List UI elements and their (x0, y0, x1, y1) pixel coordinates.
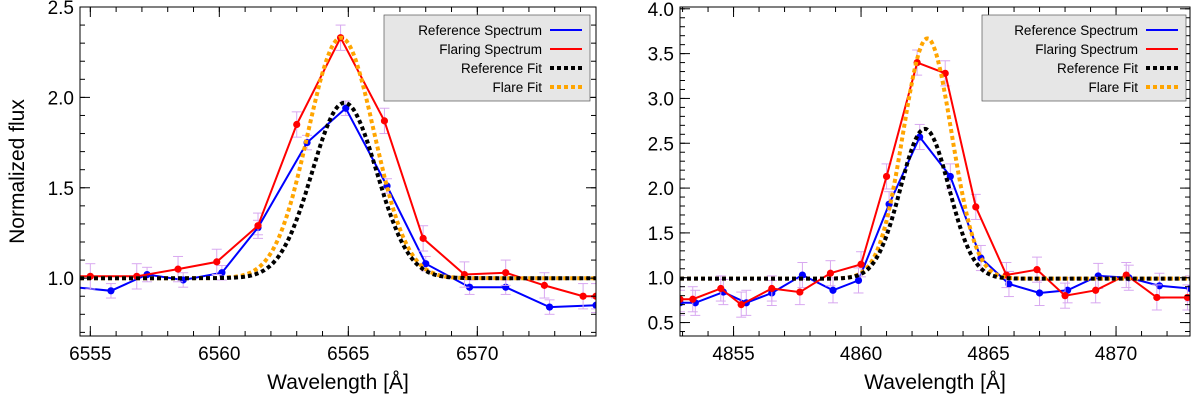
y-tick-label: 2.0 (48, 88, 74, 109)
axes-frame (679, 6, 1191, 337)
legend-label: Reference Spectrum (1014, 23, 1138, 38)
reference-spectrum-point (545, 303, 554, 311)
reference-spectrum-point (465, 283, 474, 291)
flaring-spectrum-point (717, 284, 725, 293)
x-tick-label: 6570 (456, 344, 498, 365)
flaring-spectrum-point (689, 295, 697, 303)
flaring-spectrum-point (380, 117, 389, 125)
y-tick-label: 1.0 (648, 269, 674, 290)
y-tick-label: 2.0 (648, 179, 674, 200)
reference-spectrum-point (107, 287, 115, 295)
legend-label: Reference Fit (1057, 61, 1138, 76)
reference-spectrum-point (218, 269, 226, 277)
y-tick-label: 0.5 (648, 314, 674, 335)
flaring-spectrum-point (857, 260, 865, 268)
flaring-spectrum-point (174, 265, 182, 273)
x-axis-label: Wavelength [Å] (864, 371, 1006, 394)
axes-frame (79, 6, 597, 337)
x-tick-label: 4865 (967, 344, 1009, 365)
x-tick-label: 4860 (840, 344, 882, 365)
flaring-spectrum-point (882, 172, 891, 181)
x-tick-label: 4870 (1095, 344, 1137, 365)
flaring-spectrum-point (737, 301, 745, 309)
y-tick-label: 1.5 (648, 224, 674, 245)
plot-area (680, 36, 1190, 318)
y-tick-label: 3.0 (648, 89, 674, 110)
flaring-spectrum-point (1092, 286, 1100, 294)
legend-label: Flare Fit (1088, 80, 1138, 95)
reference-fit-curve (680, 126, 1190, 281)
panel-right: 4855 4860 4865 4870 0.5 1.0 1.5 2.0 2.5 3.0 3.5 4.0… (648, 0, 1191, 394)
flaring-spectrum-point (1153, 293, 1161, 302)
flaring-spectrum-point (941, 69, 949, 77)
legend-label: Flaring Spectrum (1035, 42, 1138, 57)
legend-label: Flare Fit (492, 80, 542, 95)
flaring-spectrum-point (826, 269, 835, 277)
reference-spectrum-point (829, 286, 837, 294)
x-axis-label: Wavelength [Å] (267, 371, 409, 394)
flaring-spectrum-point (213, 258, 221, 266)
flaring-spectrum-point (254, 222, 262, 230)
reference-spectrum-point (342, 104, 350, 112)
reference-spectrum-point (592, 301, 596, 309)
flaring-spectrum-point (502, 269, 510, 277)
legend: Reference Spectrum Flaring Spectrum Refere… (383, 14, 591, 102)
x-tick-label: 6560 (198, 344, 240, 365)
x-tick-label: 4855 (712, 344, 754, 365)
flaring-spectrum-point (768, 284, 776, 293)
reference-spectrum-point (422, 260, 430, 268)
plot-area (80, 24, 596, 315)
y-axis-label: Normalized flux (6, 99, 29, 244)
flaring-spectrum-point (540, 281, 549, 289)
flaring-spectrum-point (293, 120, 301, 129)
flaring-spectrum-point (1061, 292, 1069, 300)
y-tick-label: 3.5 (648, 45, 674, 66)
legend-label: Reference Fit (461, 61, 542, 76)
reference-spectrum-point (1005, 280, 1013, 288)
x-tick-label: 6565 (327, 344, 369, 365)
legend-label: Flaring Spectrum (439, 42, 542, 57)
flaring-spectrum-point (419, 234, 427, 242)
reference-spectrum-point (1155, 282, 1163, 290)
y-tick-label: 4.0 (648, 0, 674, 21)
legend-label: Reference Spectrum (418, 23, 542, 38)
flaring-spectrum-point (972, 203, 980, 211)
y-tick-label: 2.5 (648, 134, 674, 155)
x-tick-label: 6555 (69, 344, 111, 365)
reference-fit-curve (80, 100, 596, 281)
y-tick-label: 1.5 (48, 179, 74, 200)
flaring-spectrum-point (1033, 266, 1041, 274)
y-tick-label: 1.0 (48, 269, 74, 290)
legend: Reference Spectrum Flaring Spectrum Refere… (981, 14, 1187, 102)
panel-left: 6555 6560 6565 6570 1.0 1.5 2.0 2.5 Wavelength [… (6, 0, 597, 394)
reference-spectrum-point (854, 276, 863, 285)
flaring-spectrum-point (579, 292, 587, 300)
flaring-spectrum-point (680, 295, 684, 303)
flaring-spectrum-point (796, 288, 804, 296)
y-tick-label: 2.5 (48, 0, 74, 19)
reference-spectrum-point (1064, 286, 1072, 294)
reference-spectrum-point (1035, 289, 1044, 297)
